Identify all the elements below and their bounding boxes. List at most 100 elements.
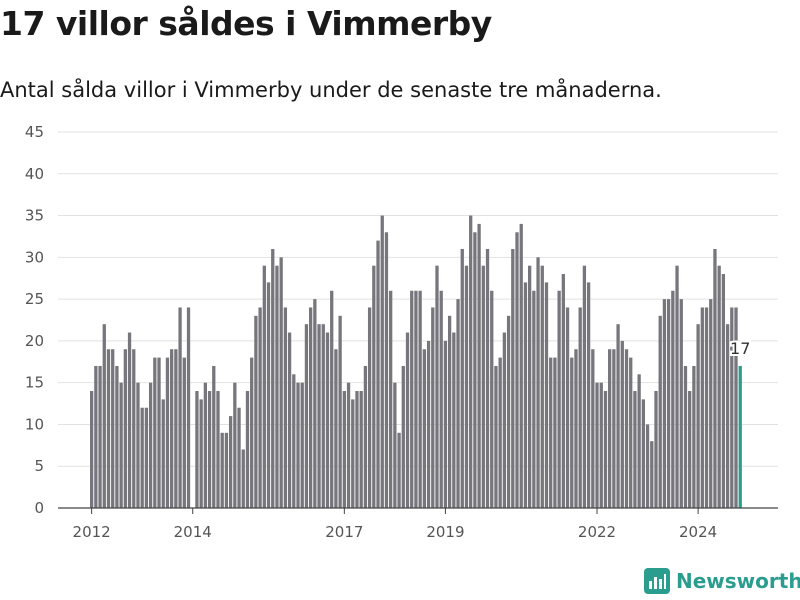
bar (679, 299, 683, 508)
bar (447, 315, 452, 508)
bar (355, 391, 359, 508)
bar (94, 365, 98, 508)
bar (624, 349, 629, 508)
bar (136, 382, 140, 508)
bar (734, 307, 738, 508)
bar (599, 382, 603, 508)
bar (608, 349, 612, 508)
bar (372, 265, 376, 508)
bar (578, 307, 582, 508)
bar (393, 382, 397, 508)
bar (334, 349, 338, 508)
bar (591, 349, 595, 508)
bar (645, 424, 650, 508)
bar (490, 290, 494, 508)
bar (456, 299, 460, 508)
bar (170, 349, 174, 508)
bar (157, 357, 161, 508)
bar-chart-logo-icon (644, 568, 670, 594)
bar (620, 340, 624, 508)
bar (523, 282, 528, 508)
y-tick-label: 15 (25, 374, 44, 392)
bar (469, 215, 473, 508)
bar (570, 357, 574, 508)
bar (730, 307, 734, 508)
bar (549, 357, 553, 508)
bar (317, 324, 321, 508)
bar (132, 349, 136, 508)
bar (401, 365, 405, 508)
bar (553, 357, 557, 508)
bar (123, 349, 127, 508)
x-tick-label: 2024 (679, 523, 717, 541)
bar (565, 307, 570, 508)
bar (186, 307, 191, 508)
bar (195, 391, 199, 508)
bar (654, 391, 658, 508)
bar (725, 324, 730, 508)
bar (683, 365, 688, 508)
bar (119, 382, 123, 508)
y-tick-label: 20 (25, 332, 44, 350)
bar (557, 290, 561, 508)
bar (266, 282, 271, 508)
bar (561, 274, 565, 508)
bar (174, 349, 178, 508)
bar (203, 382, 207, 508)
newsworthy-logo: Newsworthy (644, 568, 800, 594)
bar (688, 391, 692, 508)
bar (704, 307, 709, 508)
bar (233, 382, 237, 508)
bar (292, 374, 296, 508)
bar (359, 391, 363, 508)
bar (178, 307, 182, 508)
bar (405, 332, 410, 508)
bar (498, 357, 502, 508)
bar (153, 357, 157, 508)
bar (443, 340, 448, 508)
y-tick-label: 25 (25, 290, 44, 308)
bar (237, 407, 241, 508)
y-tick-label: 35 (25, 207, 44, 225)
bar (544, 282, 549, 508)
bar (98, 365, 102, 508)
bar (502, 332, 507, 508)
x-tick-label: 2022 (578, 523, 616, 541)
y-tick-label: 10 (25, 415, 44, 433)
bar (595, 382, 599, 508)
bar (241, 449, 245, 508)
bar (515, 232, 519, 508)
bar (574, 349, 578, 508)
bar (519, 223, 523, 508)
bar (140, 407, 144, 508)
bar (460, 248, 464, 509)
bar (629, 357, 633, 508)
bar (258, 307, 262, 508)
bar (692, 365, 696, 508)
bar (90, 391, 94, 508)
bar (351, 399, 355, 508)
bar (127, 332, 132, 508)
bar (709, 299, 713, 508)
bar (477, 223, 481, 508)
bar (321, 324, 325, 508)
bar (464, 265, 469, 508)
bar (275, 265, 279, 508)
bar (380, 215, 384, 508)
bar (111, 349, 115, 508)
bar (245, 391, 250, 508)
bar (528, 265, 532, 508)
y-tick-label: 5 (34, 457, 44, 475)
bar (671, 290, 675, 508)
bar (182, 357, 186, 508)
bar (384, 232, 389, 508)
data-label: 17 (730, 339, 750, 358)
bar (279, 257, 283, 508)
bar (586, 282, 591, 508)
bar (426, 340, 431, 508)
bar (612, 349, 616, 508)
bar (603, 391, 608, 508)
bar (207, 391, 212, 508)
bar (532, 290, 536, 508)
bar (148, 382, 153, 508)
